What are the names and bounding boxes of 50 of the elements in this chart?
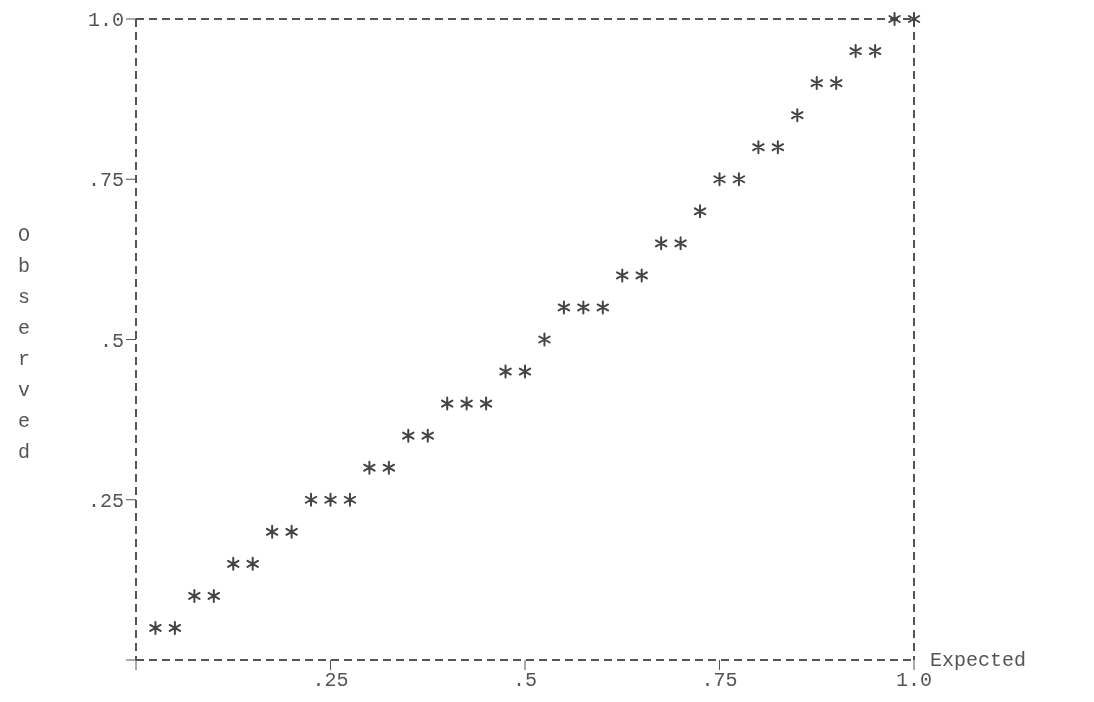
point [304, 492, 318, 507]
point [791, 108, 804, 123]
point [596, 300, 609, 315]
point [616, 268, 629, 283]
point [810, 76, 823, 91]
point [538, 332, 551, 347]
point [732, 172, 746, 187]
point [907, 12, 921, 26]
point [207, 588, 220, 603]
point [577, 300, 590, 315]
point [888, 12, 901, 26]
point [421, 428, 434, 443]
point [265, 524, 279, 539]
point [693, 204, 707, 219]
point [868, 44, 882, 59]
point [363, 460, 376, 475]
point [324, 492, 337, 507]
point [752, 140, 765, 155]
point [441, 396, 454, 411]
x-tick-label: .25 [312, 669, 349, 693]
point [674, 236, 687, 251]
y-tick-label: .25 [87, 489, 124, 513]
point [499, 364, 512, 379]
point [635, 268, 648, 283]
x-tick-label: .75 [701, 669, 738, 693]
point [771, 140, 785, 155]
point [713, 172, 726, 187]
point [285, 524, 298, 539]
point [343, 492, 357, 507]
point [830, 76, 843, 91]
y-tick-label: 1.0 [87, 9, 124, 33]
x-tick-label: .5 [512, 669, 538, 693]
point [382, 460, 396, 475]
point [149, 620, 162, 635]
x-tick-label: 1.0 [895, 669, 933, 693]
y-axis-title: Observed [18, 224, 31, 464]
y-tick-label: .75 [87, 169, 124, 193]
y-tick-label: .5 [99, 329, 124, 353]
point [168, 620, 182, 635]
point [518, 364, 532, 379]
point [227, 556, 240, 571]
point [246, 556, 259, 571]
point [402, 428, 415, 443]
point [479, 396, 493, 411]
point [654, 236, 668, 251]
point [188, 588, 201, 603]
point [557, 300, 571, 315]
point [849, 44, 862, 59]
point [460, 396, 473, 411]
x-axis-title: Expected [930, 649, 1027, 672]
